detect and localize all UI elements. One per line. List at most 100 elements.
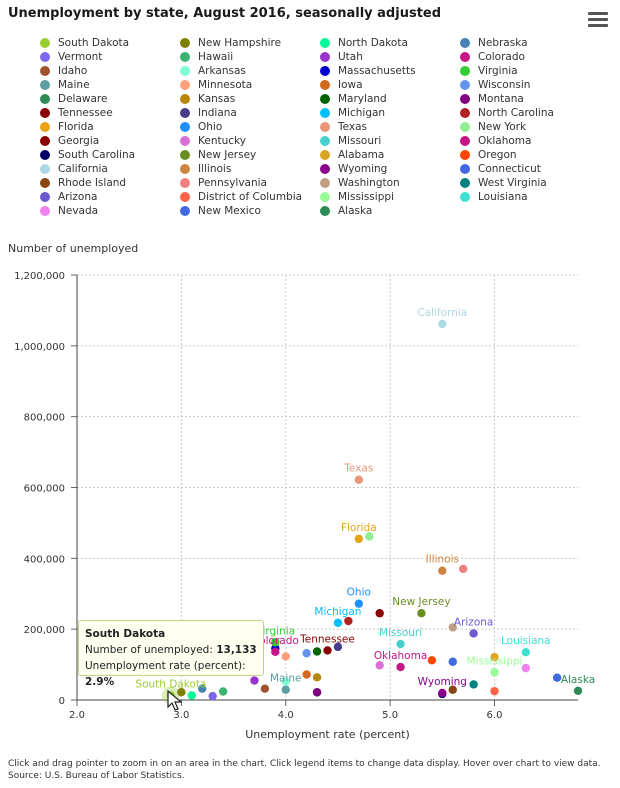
legend-marker <box>180 66 190 76</box>
data-point[interactable] <box>344 616 353 626</box>
mouse-pointer-icon <box>167 690 183 711</box>
legend-marker <box>40 66 50 76</box>
data-point[interactable] <box>458 564 468 574</box>
data-label: South Dakota <box>135 678 206 690</box>
data-point[interactable] <box>417 609 426 618</box>
data-point[interactable] <box>281 685 290 694</box>
data-point[interactable] <box>354 534 364 544</box>
legend-marker <box>460 136 470 146</box>
data-point[interactable] <box>354 475 364 484</box>
data-point[interactable] <box>281 652 290 661</box>
data-label: Illinois <box>426 554 459 566</box>
data-point[interactable] <box>521 663 531 673</box>
data-point[interactable] <box>312 673 322 682</box>
legend-marker <box>180 52 190 62</box>
legend-marker <box>320 108 330 118</box>
legend-label: District of Columbia <box>198 191 303 203</box>
legend-label: Washington <box>338 177 400 189</box>
legend-label: Arizona <box>58 191 98 203</box>
data-point[interactable] <box>521 647 531 657</box>
data-point[interactable] <box>438 688 447 698</box>
data-point[interactable] <box>469 680 478 689</box>
legend-marker <box>460 192 470 202</box>
chart-title: Unemployment by state, August 2016, seas… <box>8 6 442 21</box>
y-tick-label: 0 <box>59 696 65 707</box>
data-point[interactable] <box>438 566 447 575</box>
tooltip-state: South Dakota <box>85 628 166 640</box>
data-point[interactable] <box>490 668 499 677</box>
data-point[interactable] <box>333 618 343 627</box>
data-point[interactable] <box>448 623 457 632</box>
legend-label: Illinois <box>198 163 232 175</box>
data-point[interactable] <box>260 684 270 693</box>
legend-label: New York <box>478 121 527 133</box>
legend-marker <box>320 136 330 146</box>
legend-label: Delaware <box>58 93 108 105</box>
legend-marker <box>320 66 330 76</box>
data-point[interactable] <box>552 673 562 682</box>
data-point[interactable] <box>448 685 457 694</box>
legend-marker <box>40 178 50 188</box>
data-point[interactable] <box>323 646 332 655</box>
legend-marker <box>320 38 330 48</box>
legend-marker <box>40 38 50 48</box>
legend-marker <box>460 94 470 104</box>
data-point[interactable] <box>490 686 499 696</box>
legend-marker <box>180 122 190 132</box>
legend-label: Oregon <box>478 149 517 161</box>
legend-marker <box>460 80 470 90</box>
legend-marker <box>460 150 470 160</box>
data-point[interactable] <box>427 656 437 665</box>
legend-marker <box>460 108 470 118</box>
legend-label: North Dakota <box>338 37 408 49</box>
y-tick-label: 600,000 <box>24 484 65 495</box>
data-point[interactable] <box>312 647 322 656</box>
data-point[interactable] <box>198 684 207 693</box>
data-point[interactable] <box>208 691 217 701</box>
footer-note: Click and drag pointer to zoom in on an … <box>8 759 601 769</box>
data-point[interactable] <box>438 319 447 329</box>
hamburger-menu-icon[interactable] <box>588 12 608 28</box>
data-point[interactable] <box>218 687 228 696</box>
legend-marker <box>320 122 330 132</box>
legend-marker <box>40 94 50 104</box>
legend-label: Florida <box>58 121 94 133</box>
data-point[interactable] <box>271 638 280 647</box>
x-axis-label: Unemployment rate (percent) <box>245 728 410 741</box>
data-point[interactable] <box>396 662 405 672</box>
legend-marker <box>180 206 190 216</box>
data-point[interactable] <box>490 652 499 662</box>
legend-marker <box>320 164 330 174</box>
tooltip-count-value: 13,133 <box>216 644 257 656</box>
data-point[interactable] <box>573 686 583 695</box>
legend-marker <box>320 52 330 62</box>
data-point[interactable] <box>375 661 384 670</box>
data-point[interactable] <box>281 677 290 686</box>
data-point[interactable] <box>187 691 197 700</box>
data-point[interactable] <box>448 657 457 666</box>
data-point[interactable] <box>312 688 322 697</box>
legend-label: Nebraska <box>478 37 528 49</box>
data-point[interactable] <box>333 642 343 652</box>
data-point[interactable] <box>396 639 405 649</box>
data-point[interactable] <box>177 688 186 697</box>
data-point[interactable] <box>365 532 374 541</box>
data-point[interactable] <box>375 609 384 618</box>
y-tick-label: 1,200,000 <box>14 271 65 282</box>
data-point[interactable] <box>302 670 311 679</box>
data-label: Louisiana <box>501 635 551 647</box>
legend-label: Michigan <box>338 107 386 119</box>
legend-marker <box>180 164 190 174</box>
data-point[interactable] <box>469 629 478 638</box>
data-point[interactable] <box>250 676 259 685</box>
data-label: Missouri <box>379 627 422 639</box>
x-tick-label: 6.0 <box>487 710 503 721</box>
legend-label: Virginia <box>478 65 518 77</box>
data-point[interactable] <box>354 599 364 608</box>
legend-label: Mississippi <box>338 191 394 203</box>
data-point[interactable] <box>271 647 280 657</box>
tooltip-count-label: Number of unemployed: <box>85 644 213 656</box>
legend-label: West Virginia <box>478 177 547 189</box>
data-point[interactable] <box>302 649 311 658</box>
